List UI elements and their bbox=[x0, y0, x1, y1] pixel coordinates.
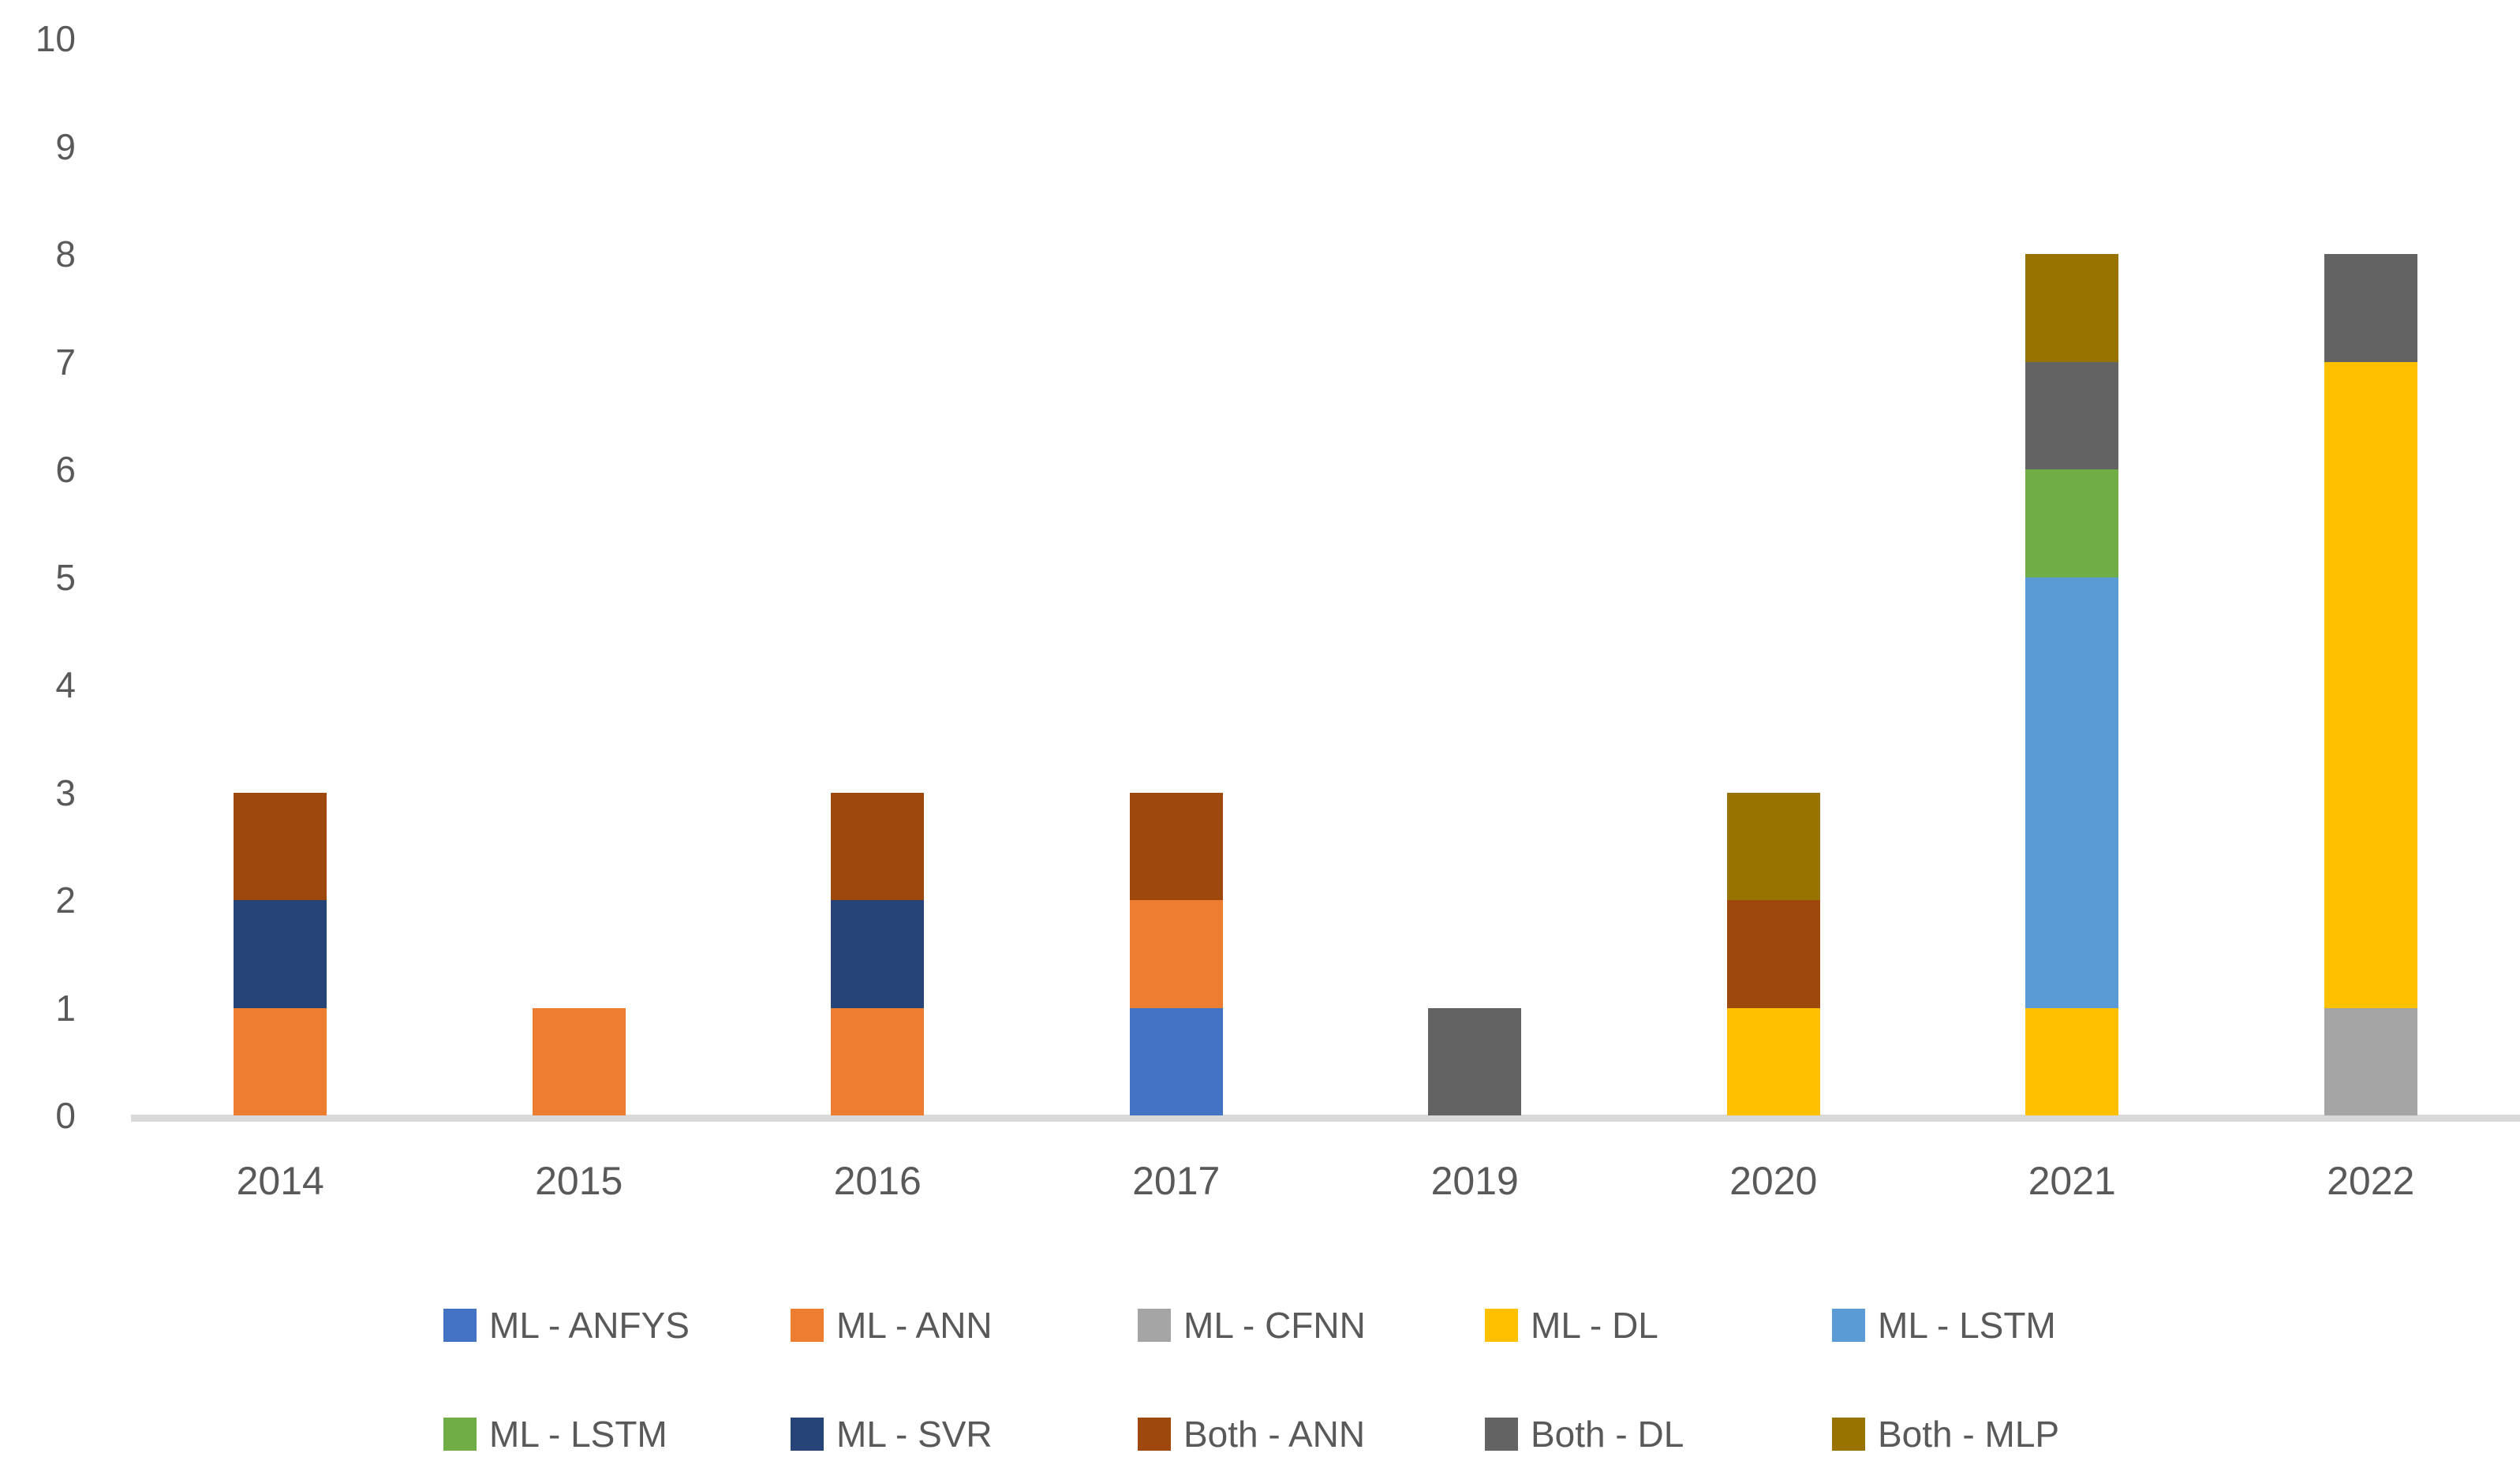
bar-segment-2020-ml-dl-s3 bbox=[1726, 1007, 1820, 1115]
bar-segment-2022-both-dl-s8 bbox=[2324, 254, 2417, 362]
legend-label-ml-lstm-s4: ML - LSTM bbox=[1878, 1305, 2056, 1346]
legend-swatch-icon-both-mlp-s9 bbox=[1832, 1418, 1865, 1451]
bar-segment-2014-ml-svr-s6 bbox=[234, 900, 327, 1008]
legend-item-ml-anfys-s0: ML - ANFYS bbox=[443, 1300, 791, 1351]
legend-swatch-icon-ml-dl-s3 bbox=[1485, 1309, 1518, 1342]
bar-segment-2022-ml-cfnn-s2 bbox=[2324, 1007, 2417, 1115]
legend-label-ml-svr-s6: ML - SVR bbox=[836, 1414, 993, 1455]
bar-segment-2016-both-ann-s7 bbox=[831, 792, 925, 900]
legend-item-both-mlp-s9: Both - MLP bbox=[1832, 1409, 2179, 1459]
legend-row-1: ML - ANFYS ML - ANN ML - CFNN ML - DL ML - L… bbox=[443, 1300, 2179, 1351]
y-tick-label-0: 0 bbox=[55, 1095, 76, 1136]
legend-item-both-ann-s7: Both - ANN bbox=[1138, 1409, 1485, 1459]
x-tick-label-2016: 2016 bbox=[833, 1159, 922, 1203]
x-tick-label-2022: 2022 bbox=[2327, 1159, 2415, 1203]
bar-segment-2021-ml-dl-s3 bbox=[2025, 1007, 2119, 1115]
x-tick-label-2014: 2014 bbox=[236, 1159, 324, 1203]
y-tick-label-5: 5 bbox=[55, 556, 76, 598]
y-tick-label-4: 4 bbox=[55, 664, 76, 705]
x-tick-label-2020: 2020 bbox=[1729, 1159, 1818, 1203]
legend-item-ml-cfnn-s2: ML - CFNN bbox=[1138, 1300, 1485, 1351]
legend-label-both-ann-s7: Both - ANN bbox=[1183, 1414, 1366, 1455]
bar-segment-2019-both-dl-s8 bbox=[1428, 1007, 1522, 1115]
y-tick-label-10: 10 bbox=[35, 18, 76, 59]
y-tick-label-7: 7 bbox=[55, 341, 76, 383]
y-tick-label-9: 9 bbox=[55, 125, 76, 167]
legend-item-ml-dl-s3: ML - DL bbox=[1485, 1300, 1832, 1351]
legend-row-2: ML - LSTM ML - SVR Both - ANN Both - DL Both… bbox=[443, 1409, 2179, 1459]
bar-segment-2014-both-ann-s7 bbox=[234, 792, 327, 900]
x-tick-label-2015: 2015 bbox=[535, 1159, 623, 1203]
bar-segment-2022-ml-dl-s3 bbox=[2324, 361, 2417, 1008]
y-tick-label-2: 2 bbox=[55, 880, 76, 921]
legend-swatch-icon-ml-lstm-s4 bbox=[1832, 1309, 1865, 1342]
bar-segment-2017-both-ann-s7 bbox=[1129, 792, 1223, 900]
y-tick-label-3: 3 bbox=[55, 771, 76, 813]
legend-swatch-icon-ml-svr-s6 bbox=[791, 1418, 824, 1451]
legend-label-ml-dl-s3: ML - DL bbox=[1531, 1305, 1658, 1346]
legend-label-ml-lstm-s5: ML - LSTM bbox=[489, 1414, 667, 1455]
bar-segment-2021-both-mlp-s9 bbox=[2025, 254, 2119, 362]
legend-label-ml-anfys-s0: ML - ANFYS bbox=[489, 1305, 690, 1346]
legend-swatch-icon-ml-ann-s1 bbox=[791, 1309, 824, 1342]
x-axis-baseline bbox=[131, 1115, 2520, 1122]
x-tick-label-2021: 2021 bbox=[2028, 1159, 2116, 1203]
x-tick-label-2019: 2019 bbox=[1430, 1159, 1519, 1203]
bar-segment-2021-both-dl-s8 bbox=[2025, 361, 2119, 469]
y-tick-label-6: 6 bbox=[55, 449, 76, 490]
bar-segment-2017-ml-anfys-s0 bbox=[1129, 1007, 1223, 1115]
bar-segment-2016-ml-ann-s1 bbox=[831, 1007, 925, 1115]
bar-segment-2020-both-mlp-s9 bbox=[1726, 792, 1820, 900]
legend-swatch-icon-both-ann-s7 bbox=[1138, 1418, 1171, 1451]
bar-segment-2015-ml-ann-s1 bbox=[532, 1007, 626, 1115]
legend-item-ml-lstm-s5: ML - LSTM bbox=[443, 1409, 791, 1459]
legend-label-ml-ann-s1: ML - ANN bbox=[836, 1305, 993, 1346]
bar-segment-2021-ml-lstm-s4 bbox=[2025, 577, 2119, 1008]
legend-label-ml-cfnn-s2: ML - CFNN bbox=[1183, 1305, 1366, 1346]
y-tick-label-8: 8 bbox=[55, 234, 76, 275]
bar-segment-2021-ml-lstm-s5 bbox=[2025, 469, 2119, 577]
bar-segment-2016-ml-svr-s6 bbox=[831, 900, 925, 1008]
legend-item-ml-lstm-s4: ML - LSTM bbox=[1832, 1300, 2179, 1351]
legend-label-both-dl-s8: Both - DL bbox=[1531, 1414, 1684, 1455]
y-tick-label-1: 1 bbox=[55, 987, 76, 1029]
x-tick-label-2017: 2017 bbox=[1132, 1159, 1221, 1203]
legend-item-both-dl-s8: Both - DL bbox=[1485, 1409, 1832, 1459]
legend-item-ml-ann-s1: ML - ANN bbox=[791, 1300, 1138, 1351]
bar-segment-2014-ml-ann-s1 bbox=[234, 1007, 327, 1115]
legend-label-both-mlp-s9: Both - MLP bbox=[1878, 1414, 2060, 1455]
legend-swatch-icon-ml-lstm-s5 bbox=[443, 1418, 477, 1451]
bar-segment-2020-both-ann-s7 bbox=[1726, 900, 1820, 1008]
legend-swatch-icon-both-dl-s8 bbox=[1485, 1418, 1518, 1451]
legend-swatch-icon-ml-cfnn-s2 bbox=[1138, 1309, 1171, 1342]
legend-item-ml-svr-s6: ML - SVR bbox=[791, 1409, 1138, 1459]
legend-swatch-icon-ml-anfys-s0 bbox=[443, 1309, 477, 1342]
bar-segment-2017-ml-ann-s1 bbox=[1129, 900, 1223, 1008]
